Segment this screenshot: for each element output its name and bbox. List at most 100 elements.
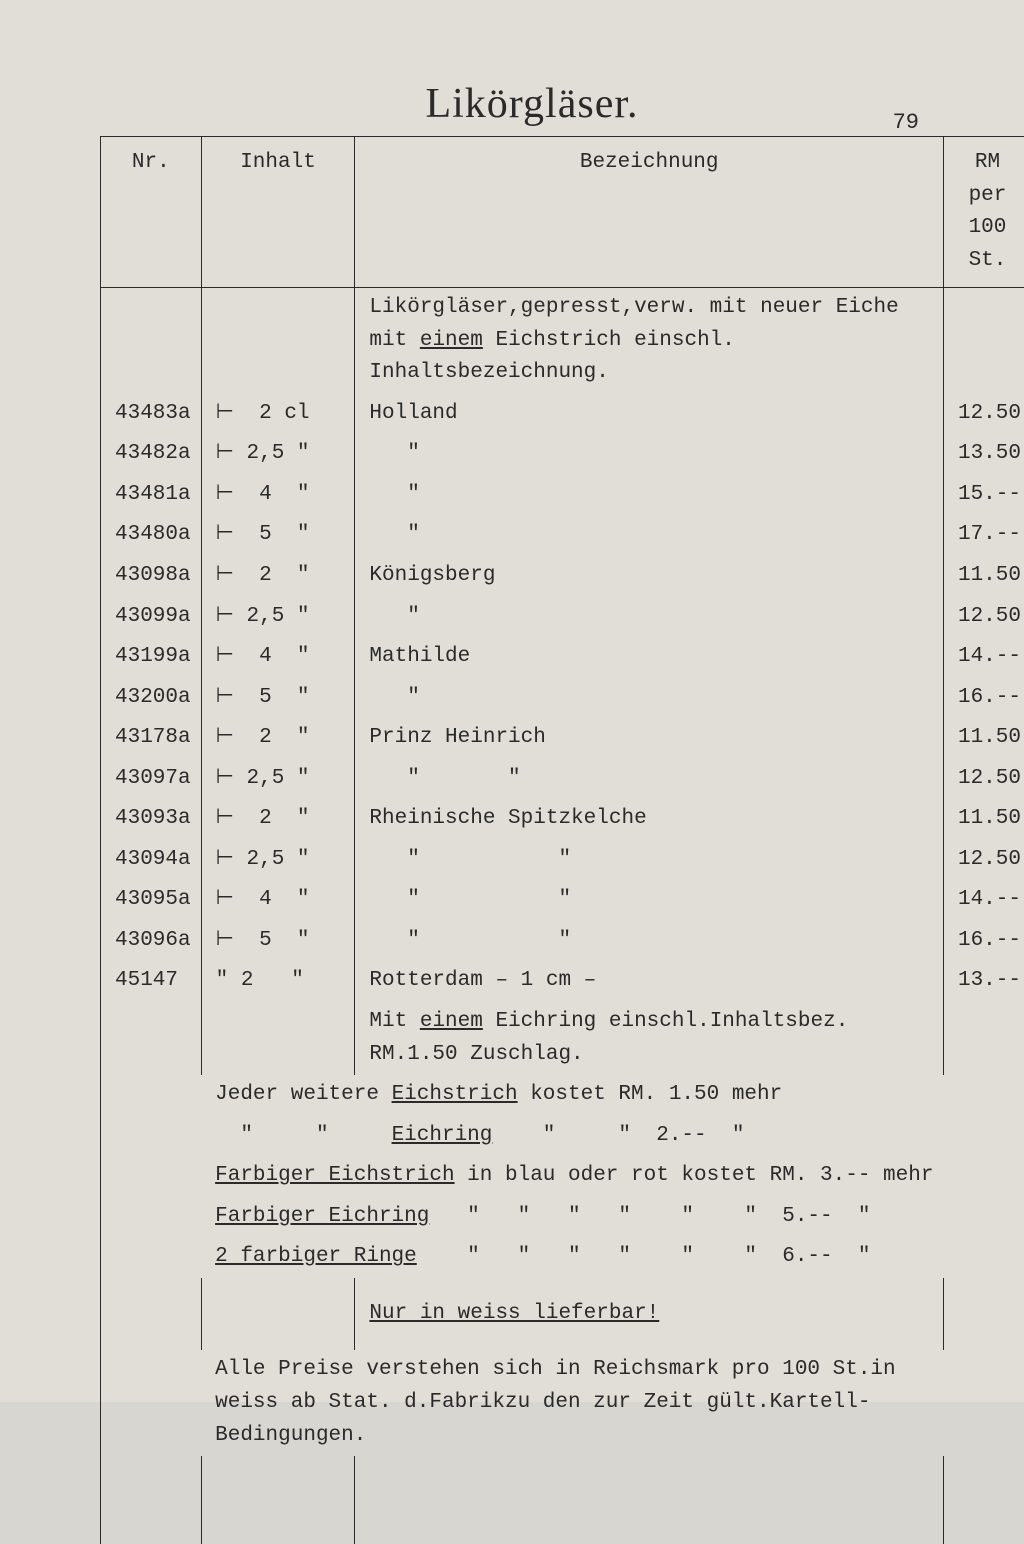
cell-rm: 11.50	[943, 799, 1024, 840]
only-white-text: Nur in weiss lieferbar!	[355, 1294, 944, 1335]
cell-rm: 11.50	[943, 556, 1024, 597]
cell-inhalt: ⊢ 5 "	[201, 921, 355, 962]
table-row: 43093a⊢ 2 "Rheinische Spitzkelche11.50	[101, 799, 1024, 840]
cell-bezeichnung: Mathilde	[355, 637, 944, 678]
cell-inhalt: ⊢ 2 "	[201, 556, 355, 597]
cell-inhalt: ⊢ 4 "	[201, 880, 355, 921]
cell-bezeichnung: "	[355, 597, 944, 638]
surcharge-text: Farbiger Eichring " " " " " " 5.-- "	[201, 1197, 943, 1238]
surcharge-text: Jeder weitere Eichstrich kostet RM. 1.50…	[201, 1075, 943, 1116]
table-row: 43200a⊢ 5 " "16.--	[101, 678, 1024, 719]
cell-nr: 43098a	[101, 556, 202, 597]
cell-inhalt: ⊢ 4 "	[201, 475, 355, 516]
cell-inhalt: ⊢ 2,5 "	[201, 434, 355, 475]
cell-rm: 14.--	[943, 880, 1024, 921]
cell-nr: 43480a	[101, 515, 202, 556]
cell-rm: 15.--	[943, 475, 1024, 516]
cell-inhalt: ⊢ 2,5 "	[201, 840, 355, 881]
cell-bezeichnung: Rotterdam – 1 cm –	[355, 961, 944, 1002]
cell-nr: 43093a	[101, 799, 202, 840]
table-row: 43094a⊢ 2,5 " " "12.50	[101, 840, 1024, 881]
header-inhalt: Inhalt	[201, 137, 355, 288]
cell-nr: 43097a	[101, 759, 202, 800]
cell-inhalt: ⊢ 5 "	[201, 515, 355, 556]
cell-nr: 43481a	[101, 475, 202, 516]
cell-nr: 43099a	[101, 597, 202, 638]
table-row: 43095a⊢ 4 " " "14.--	[101, 880, 1024, 921]
cell-rm: 17.--	[943, 515, 1024, 556]
cell-bezeichnung: "	[355, 434, 944, 475]
cell-bezeichnung: "	[355, 678, 944, 719]
surcharge-row: 2 farbiger Ringe " " " " " " 6.-- "	[101, 1237, 1024, 1278]
cell-inhalt: " 2 "	[201, 961, 355, 1002]
footer-row: Alle Preise verstehen sich in Reichsmark…	[101, 1350, 1024, 1456]
cell-rm: 13.50	[943, 434, 1024, 475]
header-bezeichnung: Bezeichnung	[355, 137, 944, 288]
cell-bezeichnung: Königsberg	[355, 556, 944, 597]
cell-rm: 12.50	[943, 759, 1024, 800]
cell-nr: 43178a	[101, 718, 202, 759]
cell-inhalt: ⊢ 2,5 "	[201, 597, 355, 638]
table-row: 45147" 2 "Rotterdam – 1 cm –13.--	[101, 961, 1024, 1002]
cell-rm: 11.50	[943, 718, 1024, 759]
cell-nr: 43483a	[101, 394, 202, 435]
cell-bezeichnung: "	[355, 515, 944, 556]
cell-rm: 12.50	[943, 394, 1024, 435]
only-white-row: Nur in weiss lieferbar!	[101, 1294, 1024, 1335]
footer-text: Alle Preise verstehen sich in Reichsmark…	[201, 1350, 943, 1456]
intro-row: Likörgläser,gepresst,verw. mit neuer Eic…	[101, 288, 1024, 394]
surcharge-row: " " Eichring " " 2.-- "	[101, 1116, 1024, 1157]
cell-nr: 43482a	[101, 434, 202, 475]
table-row: 43482a⊢ 2,5 " "13.50	[101, 434, 1024, 475]
cell-nr: 43200a	[101, 678, 202, 719]
cell-inhalt: ⊢ 2 "	[201, 718, 355, 759]
cell-bezeichnung: " "	[355, 921, 944, 962]
table-row: 43097a⊢ 2,5 " " "12.50	[101, 759, 1024, 800]
cell-bezeichnung: Holland	[355, 394, 944, 435]
intro-text: Likörgläser,gepresst,verw. mit neuer Eic…	[355, 288, 944, 394]
table-row: 43096a⊢ 5 " " "16.--	[101, 921, 1024, 962]
cell-rm: 16.--	[943, 678, 1024, 719]
table-row: 43483a⊢ 2 clHolland12.50	[101, 394, 1024, 435]
header-nr: Nr.	[101, 137, 202, 288]
surcharge-row: Jeder weitere Eichstrich kostet RM. 1.50…	[101, 1075, 1024, 1116]
surcharge-row: Farbiger Eichring " " " " " " 5.-- "	[101, 1197, 1024, 1238]
cell-nr: 43095a	[101, 880, 202, 921]
cell-rm: 14.--	[943, 637, 1024, 678]
table-row: 43480a⊢ 5 " "17.--	[101, 515, 1024, 556]
cell-rm: 12.50	[943, 597, 1024, 638]
table-row: 43199a⊢ 4 "Mathilde14.--	[101, 637, 1024, 678]
cell-bezeichnung: " "	[355, 840, 944, 881]
surcharge-text: Farbiger Eichstrich in blau oder rot kos…	[201, 1156, 943, 1197]
cell-nr: 45147	[101, 961, 202, 1002]
table-row: 43178a⊢ 2 "Prinz Heinrich11.50	[101, 718, 1024, 759]
note-row: Mit einem Eichring einschl.Inhaltsbez. R…	[101, 1002, 1024, 1075]
table-row: 43481a⊢ 4 " "15.--	[101, 475, 1024, 516]
cell-nr: 43199a	[101, 637, 202, 678]
cell-nr: 43094a	[101, 840, 202, 881]
cell-bezeichnung: " "	[355, 880, 944, 921]
cell-inhalt: ⊢ 2 "	[201, 799, 355, 840]
cell-nr: 43096a	[101, 921, 202, 962]
table-row: 43099a⊢ 2,5 " "12.50	[101, 597, 1024, 638]
cell-inhalt: ⊢ 2 cl	[201, 394, 355, 435]
surcharge-text: 2 farbiger Ringe " " " " " " 6.-- "	[201, 1237, 943, 1278]
cell-rm: 16.--	[943, 921, 1024, 962]
surcharge-row: Farbiger Eichstrich in blau oder rot kos…	[101, 1156, 1024, 1197]
cell-bezeichnung: Prinz Heinrich	[355, 718, 944, 759]
cell-inhalt: ⊢ 2,5 "	[201, 759, 355, 800]
surcharge-text: " " Eichring " " 2.-- "	[201, 1116, 943, 1157]
page-number: 79	[893, 110, 919, 135]
page: Likörgläser. 79 Nr. Inhalt Bezeichnung R…	[0, 0, 1024, 1402]
eichring-note: Mit einem Eichring einschl.Inhaltsbez. R…	[355, 1002, 944, 1075]
cell-rm: 12.50	[943, 840, 1024, 881]
table-row: 43098a⊢ 2 "Königsberg11.50	[101, 556, 1024, 597]
table-header-row: Nr. Inhalt Bezeichnung RM per 100 St.	[101, 137, 1024, 288]
cell-bezeichnung: " "	[355, 759, 944, 800]
cell-rm: 13.--	[943, 961, 1024, 1002]
cell-bezeichnung: "	[355, 475, 944, 516]
cell-bezeichnung: Rheinische Spitzkelche	[355, 799, 944, 840]
header-rm: RM per 100 St.	[943, 137, 1024, 288]
price-table: Nr. Inhalt Bezeichnung RM per 100 St. Li…	[100, 136, 1024, 1544]
cell-inhalt: ⊢ 4 "	[201, 637, 355, 678]
